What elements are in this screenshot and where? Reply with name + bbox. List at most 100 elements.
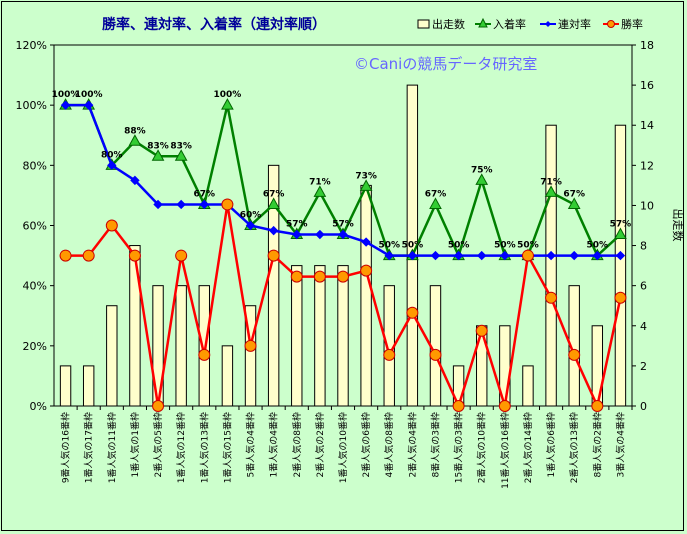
data-label-placing: 50%	[587, 241, 609, 251]
legend-marker-placing	[478, 17, 488, 28]
bar-starts	[476, 325, 488, 407]
left-tick-label: 40%	[23, 280, 47, 293]
point-placing	[429, 197, 442, 209]
axes-group: 0% 20% 40% 60% 80% 100% 120% 0 2 4 6 8 10 12 14 16 18 9番人…	[16, 39, 654, 489]
point-placing	[359, 179, 373, 191]
point-win	[82, 249, 95, 262]
point-win	[221, 198, 234, 211]
point-win	[406, 306, 419, 319]
point-quinella	[546, 250, 556, 261]
legend-swatch-starts	[417, 19, 430, 29]
bars-group	[59, 84, 627, 407]
point-quinella	[60, 100, 71, 110]
point-quinella	[245, 220, 256, 231]
point-win	[337, 270, 349, 283]
category-label: 11番人気の16番枠	[499, 412, 511, 489]
data-label-placing: 71%	[309, 177, 331, 187]
point-win	[429, 348, 442, 361]
point-win	[568, 348, 581, 361]
bar-starts	[337, 265, 349, 407]
point-win	[521, 249, 534, 262]
right-tick-label: 6	[640, 280, 647, 293]
right-tick-label: 18	[640, 39, 654, 52]
point-quinella	[83, 100, 94, 110]
legend-marker-win	[607, 20, 615, 28]
point-placing	[475, 173, 489, 185]
point-placing	[313, 185, 327, 197]
point-placing	[174, 149, 188, 161]
point-quinella	[407, 250, 418, 261]
point-placing	[267, 197, 280, 209]
category-label: 5番人気の4番枠	[245, 412, 257, 477]
legend-label: 勝率	[621, 17, 643, 31]
category-label: 2番人気の2番枠	[314, 412, 326, 477]
y2-axis-label: 出走数	[671, 209, 685, 242]
category-label: 1番人気の13番枠	[198, 412, 210, 483]
data-label-placing: 67%	[425, 189, 447, 199]
category-label: 1番人気の17番枠	[83, 412, 95, 483]
point-placing	[544, 185, 558, 197]
bar-starts	[522, 365, 534, 407]
legend-marker-quinella	[545, 21, 551, 27]
point-win	[128, 249, 141, 262]
right-tick-label: 0	[640, 400, 647, 413]
data-label-placing: 100%	[52, 90, 80, 100]
category-label: 8番人気の3番枠	[429, 412, 441, 477]
point-placing	[128, 134, 142, 146]
point-placing	[567, 197, 581, 209]
data-label-placing: 50%	[494, 241, 516, 251]
bar-starts	[175, 285, 187, 407]
right-tick-label: 2	[640, 360, 647, 373]
bar-starts	[244, 305, 257, 407]
data-label-placing: 60%	[240, 211, 262, 221]
point-quinella	[268, 225, 279, 236]
point-win	[614, 291, 627, 304]
category-label: 1番人気の12番枠	[175, 412, 187, 483]
data-label-placing: 50%	[378, 241, 400, 251]
category-label: 2番人気の8番枠	[291, 412, 303, 477]
data-label-placing: 67%	[263, 189, 285, 199]
point-quinella	[500, 250, 510, 261]
category-label: 1番人気の6番枠	[545, 412, 557, 477]
category-label: 2番人気の6番枠	[360, 412, 372, 477]
data-label-placing: 75%	[471, 165, 493, 175]
category-label: 1番人気の1番枠	[129, 412, 141, 477]
point-quinella	[130, 175, 140, 186]
category-label: 8番人気の2番枠	[591, 412, 603, 477]
data-label-placing: 57%	[332, 220, 354, 230]
point-win	[360, 264, 373, 277]
point-win	[175, 249, 188, 262]
bar-starts	[82, 365, 95, 407]
data-label-placing: 57%	[610, 220, 632, 230]
right-tick-label: 12	[640, 159, 654, 172]
category-label: 1番人気の15番枠	[221, 412, 233, 483]
point-placing	[614, 227, 627, 240]
category-label: 4番人気の8番枠	[383, 412, 395, 477]
category-label: 1番人気の11番枠	[106, 412, 118, 483]
point-quinella	[592, 250, 603, 261]
right-tick-label: 8	[640, 240, 647, 253]
bar-starts	[291, 265, 303, 407]
point-quinella	[199, 199, 209, 210]
point-quinella	[361, 237, 371, 247]
bar-starts	[614, 124, 627, 407]
data-labels-group: 100%100%80%88%83% 83%67%100%60%67%57%71%5…	[52, 90, 632, 250]
point-quinella	[569, 250, 579, 261]
point-quinella	[176, 199, 186, 210]
bar-starts	[59, 365, 72, 407]
point-quinella	[384, 250, 394, 261]
bar-starts	[545, 124, 557, 407]
category-label: 2番人気の4番枠	[406, 412, 418, 477]
data-label-placing: 73%	[355, 171, 377, 181]
point-win	[313, 270, 326, 283]
data-label-placing: 71%	[540, 177, 562, 187]
data-label-placing: 50%	[517, 241, 539, 251]
data-label-placing: 83%	[147, 141, 169, 151]
data-label-placing: 88%	[124, 126, 146, 136]
bar-starts	[267, 164, 280, 407]
point-placing	[151, 149, 165, 161]
point-quinella	[430, 250, 441, 261]
data-label-placing: 80%	[101, 150, 123, 160]
chart-title: 勝率、連対率、入着率（連対率順）	[102, 16, 326, 33]
category-label: 2番人気の13番枠	[568, 412, 580, 483]
